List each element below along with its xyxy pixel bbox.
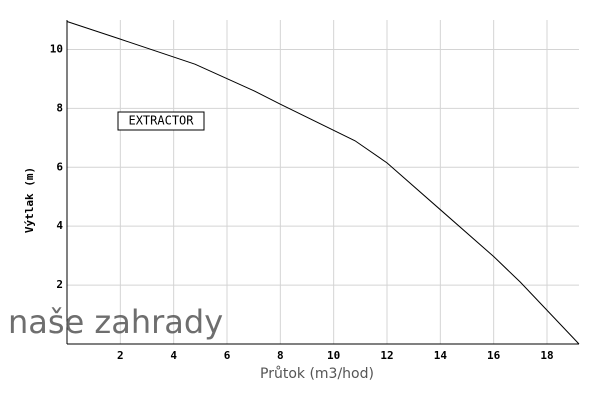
watermark: naše zahrady <box>8 303 223 341</box>
x-tick-label: 6 <box>224 349 231 362</box>
x-tick-label: 10 <box>327 349 340 362</box>
y-axis-label: Výtlak (m) <box>23 167 36 233</box>
x-tick-label: 16 <box>487 349 501 362</box>
x-tick-label: 12 <box>380 349 393 362</box>
x-tick-label: 8 <box>277 349 284 362</box>
x-tick-label: 4 <box>170 349 177 362</box>
x-axis-label: Průtok (m3/hod) <box>260 366 374 382</box>
annotation-box <box>117 111 205 131</box>
x-tick-label: 18 <box>540 349 553 362</box>
y-tick-label: 2 <box>56 278 63 291</box>
x-tick-label: 2 <box>117 349 124 362</box>
y-tick-label: 8 <box>56 101 63 114</box>
y-tick-label: 4 <box>56 219 63 232</box>
y-tick-label: 6 <box>56 160 63 173</box>
data-line <box>66 20 580 345</box>
y-tick-label: 10 <box>50 42 63 55</box>
annotation: EXTRACTOR <box>128 114 194 128</box>
x-tick-label: 14 <box>434 349 448 362</box>
plot-area <box>67 20 579 344</box>
